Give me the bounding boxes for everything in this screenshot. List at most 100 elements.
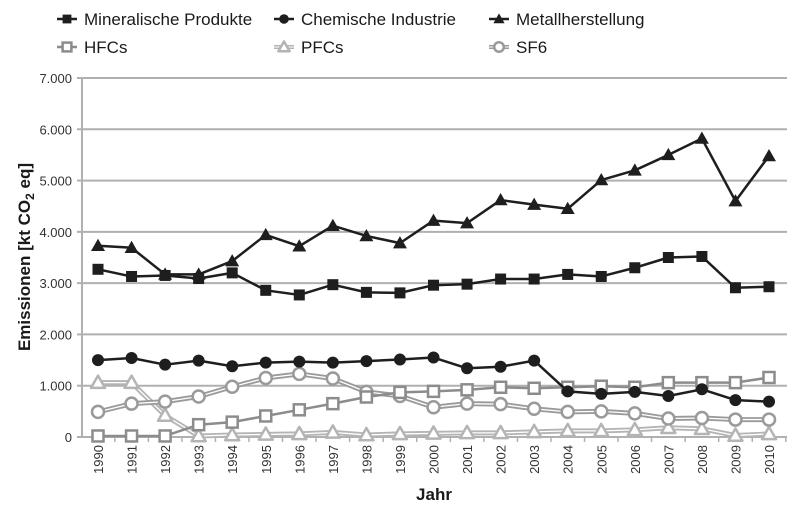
data-point-sf6: [526, 401, 542, 417]
data-point-metallherstellung: [225, 254, 240, 267]
data-point-metallherstellung: [728, 194, 743, 207]
data-point-hfcs: [158, 429, 172, 443]
data-point-sf6: [157, 394, 173, 409]
x-axis-title: Jahr: [416, 485, 452, 504]
data-point-chemische-industrie: [125, 352, 138, 365]
data-point-metallherstellung: [560, 201, 575, 215]
y-axis-title-subscript: 2: [23, 193, 37, 200]
data-point-mineralische-produkte: [226, 267, 238, 279]
data-point-chemische-industrie: [159, 358, 172, 371]
data-point-mineralische-produkte: [562, 268, 574, 280]
data-point-chemische-industrie: [326, 356, 339, 369]
data-point-mineralische-produkte: [260, 284, 272, 296]
data-point-sf6: [292, 366, 307, 382]
data-point-mineralische-produkte: [428, 279, 439, 291]
x-tick-label: 2008: [695, 445, 710, 474]
data-point-pfcs: [492, 424, 509, 440]
gridlines: [82, 77, 787, 387]
data-point-sf6: [560, 404, 575, 420]
legend-item-chemische-industrie: Chemische Industrie: [274, 10, 456, 29]
data-point-sf6: [90, 404, 106, 420]
data-point-sf6: [258, 370, 273, 386]
legend-marker-triangle-open-icon: [277, 40, 291, 53]
data-point-mineralische-produkte: [360, 286, 372, 298]
legend-label: Chemische Industrie: [301, 10, 456, 29]
data-point-pfcs: [626, 421, 644, 437]
data-point-pfcs: [693, 420, 711, 436]
x-tick-label: 1999: [393, 445, 408, 474]
data-point-hfcs: [460, 383, 474, 397]
data-point-chemische-industrie: [662, 389, 675, 402]
legend-marker-circle-open-icon: [492, 40, 506, 54]
data-point-sf6: [594, 404, 609, 419]
data-point-sf6: [426, 400, 441, 415]
legend-item-mineralische-produkte: Mineralische Produkte: [57, 10, 252, 29]
data-point-metallherstellung: [91, 238, 105, 251]
data-point-metallherstellung: [258, 227, 273, 241]
data-point-chemische-industrie: [628, 385, 641, 398]
data-point-metallherstellung: [594, 173, 609, 186]
x-tick-label: 1994: [225, 445, 240, 474]
data-point-hfcs: [191, 417, 206, 432]
data-point-hfcs: [393, 385, 407, 400]
data-point-chemische-industrie: [226, 360, 239, 373]
data-point-pfcs: [190, 427, 207, 443]
x-tick-label: 1997: [326, 445, 341, 474]
data-point-chemische-industrie: [695, 383, 708, 396]
data-point-pfcs: [291, 425, 308, 441]
data-point-chemische-industrie: [427, 351, 440, 364]
data-point-metallherstellung: [527, 197, 542, 210]
data-point-chemische-industrie: [92, 354, 104, 367]
y-tick-label: 1.000: [39, 379, 72, 394]
data-point-sf6: [627, 406, 643, 421]
x-tick-label: 1990: [91, 445, 106, 474]
data-point-mineralische-produkte: [293, 289, 305, 301]
y-tick-label: 6.000: [39, 122, 72, 137]
data-point-metallherstellung: [460, 216, 475, 229]
x-tick-label: 2001: [460, 445, 475, 474]
legend-marker-triangle-icon: [493, 13, 505, 24]
data-point-pfcs: [324, 424, 342, 439]
legend-marker-square-icon: [62, 14, 72, 24]
x-tick-label: 2010: [762, 445, 777, 474]
data-point-mineralische-produkte: [595, 270, 607, 282]
data-point-hfcs: [259, 409, 273, 423]
y-tick-label: 2.000: [39, 327, 72, 342]
series-mineralische-produkte: [92, 250, 775, 301]
data-point-hfcs: [225, 415, 239, 429]
data-point-sf6: [761, 412, 777, 427]
legend-marker-square-open-icon: [61, 41, 73, 53]
data-point-chemische-industrie: [729, 394, 742, 407]
data-point-sf6: [459, 396, 475, 411]
data-point-pfcs: [156, 407, 174, 422]
data-point-pfcs: [458, 424, 476, 440]
data-point-chemische-industrie: [461, 362, 474, 375]
data-point-pfcs: [89, 374, 107, 390]
x-tick-labels: 1990 1991 1992 1993 1994 1995 1996 1997 1998 1999…: [91, 445, 777, 474]
x-tick-label: 2000: [427, 445, 442, 474]
data-point-metallherstellung: [359, 228, 374, 242]
data-point-sf6: [191, 389, 206, 404]
data-point-pfcs: [257, 426, 274, 441]
legend-label: SF6: [516, 38, 547, 57]
legend-label: PFCs: [301, 38, 344, 57]
data-point-sf6: [224, 379, 240, 394]
legend-item-sf6: SF6: [489, 38, 547, 57]
data-point-hfcs: [91, 429, 105, 443]
legend-marker-circle-icon: [279, 14, 289, 24]
data-point-pfcs: [727, 427, 744, 442]
y-tick-label: 3.000: [39, 276, 72, 291]
series-chemische-industrie: [92, 351, 775, 408]
series-metallherstellung: [91, 131, 776, 280]
data-point-mineralische-produkte: [394, 287, 406, 299]
legend-label: HFCs: [84, 38, 127, 57]
data-point-pfcs: [760, 425, 778, 441]
x-tick-label: 2007: [661, 445, 676, 474]
x-tick-label: 2003: [527, 445, 542, 474]
data-point-chemische-industrie: [393, 353, 406, 366]
data-point-mineralische-produkte: [461, 278, 473, 290]
data-point-metallherstellung: [661, 147, 676, 161]
data-point-hfcs: [124, 429, 139, 443]
data-point-mineralische-produkte: [495, 273, 507, 285]
data-point-hfcs: [493, 380, 508, 395]
